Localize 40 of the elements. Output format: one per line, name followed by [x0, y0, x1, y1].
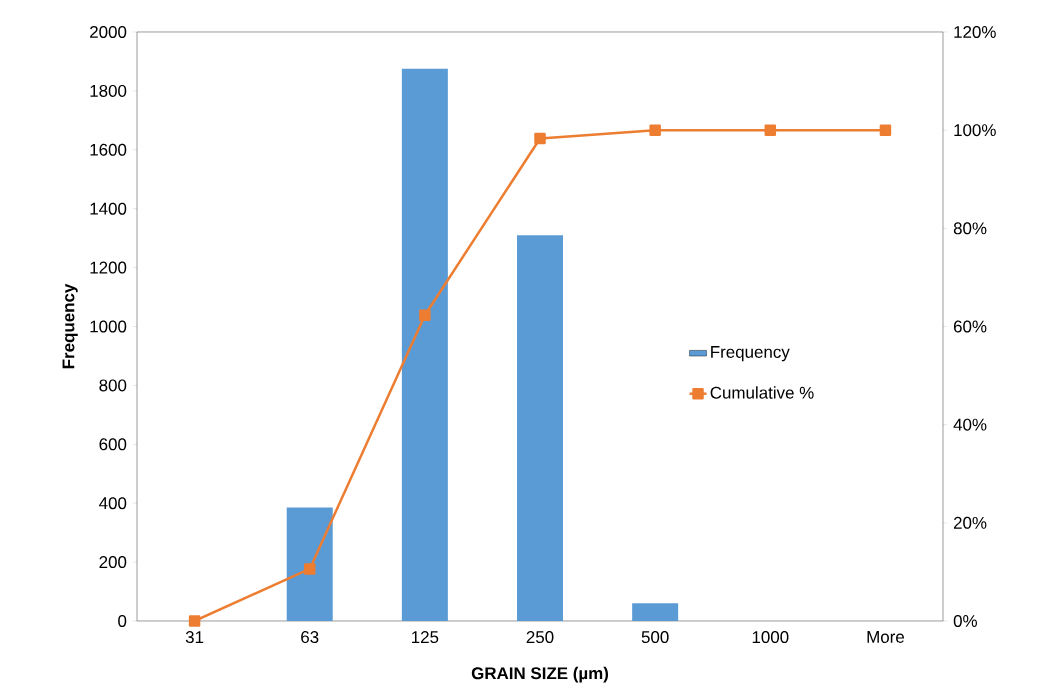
y-tick-label: 1800 — [90, 84, 127, 97]
point — [879, 124, 892, 136]
y2-tick-label: 120% — [954, 25, 996, 38]
y-tick-label: 1600 — [90, 143, 127, 156]
x-tick-label: 500 — [641, 631, 669, 644]
point — [188, 615, 201, 627]
bar — [632, 603, 679, 621]
bar — [517, 235, 564, 621]
x-tick-label: More — [867, 631, 904, 643]
y2-tick-label: 0% — [953, 614, 977, 627]
x-tick-label: 63 — [301, 631, 319, 644]
point — [534, 132, 546, 145]
x-axis-title: GRAIN SIZE (µm) — [471, 666, 609, 683]
y2-tick-label: 100% — [954, 124, 996, 137]
bar — [286, 507, 333, 621]
y-tick-label: 2000 — [90, 25, 127, 38]
y-tick-label: 400 — [99, 497, 127, 510]
point — [419, 309, 431, 321]
x-tick-label: 31 — [185, 631, 204, 644]
point — [649, 124, 661, 136]
y-tick-label: 800 — [99, 379, 127, 392]
y2-tick-label: 40% — [953, 418, 987, 431]
y-axis-title: Frequency — [62, 283, 78, 369]
y-tick-label: 600 — [99, 438, 127, 451]
y2-tick-label: 20% — [953, 516, 987, 529]
y-tick-label: 200 — [99, 556, 127, 569]
legend-label: Cumulative % — [710, 386, 814, 399]
point — [303, 563, 316, 575]
y-tick-label: 1400 — [90, 202, 127, 215]
x-tick-label: 250 — [526, 631, 554, 644]
x-tick-label: 125 — [412, 631, 439, 644]
y2-tick-label: 80% — [953, 222, 987, 235]
y2-tick-label: 60% — [953, 320, 987, 333]
x-tick-label: 1000 — [752, 631, 789, 644]
point — [764, 124, 777, 136]
y-tick-label: 0 — [118, 614, 127, 627]
legend-label: Frequency — [711, 346, 790, 362]
y-tick-label: 1000 — [90, 320, 127, 333]
bar — [401, 68, 448, 621]
y-tick-label: 1200 — [90, 261, 127, 274]
